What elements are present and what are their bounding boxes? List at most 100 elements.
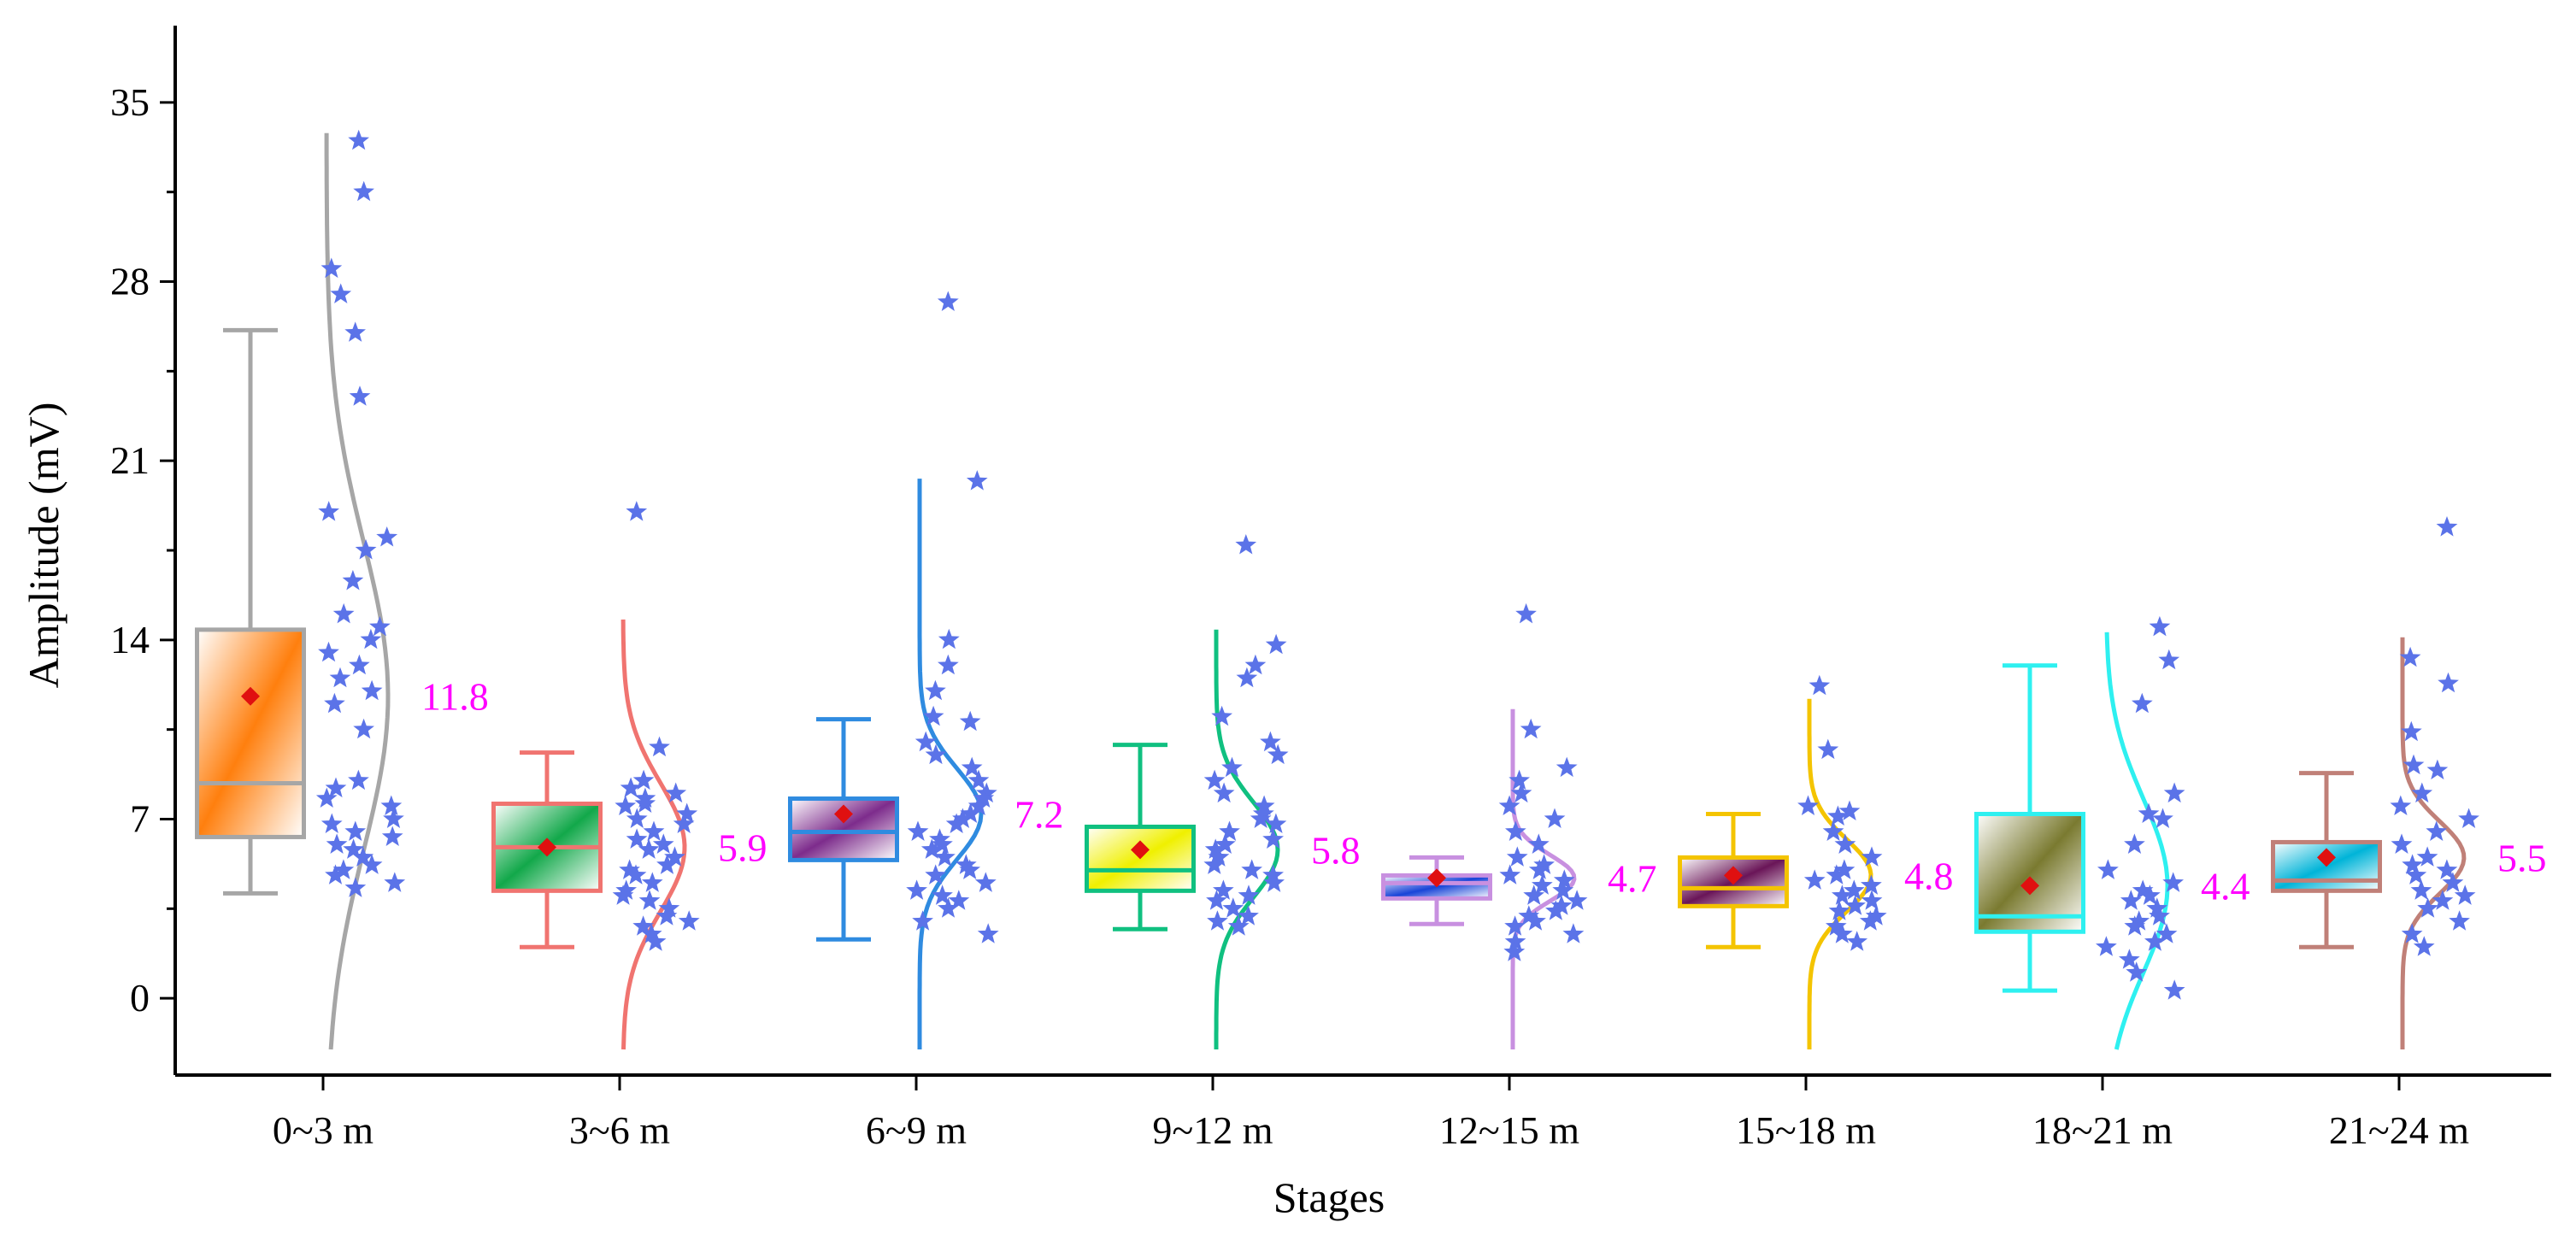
data-point	[1844, 895, 1866, 915]
data-point	[2132, 692, 2153, 714]
data-point	[1817, 738, 1839, 760]
data-point	[2436, 516, 2458, 537]
data-point	[961, 756, 983, 778]
data-point	[2399, 646, 2421, 667]
data-point	[1562, 923, 1585, 943]
data-point	[2403, 754, 2425, 775]
data-point	[973, 787, 995, 808]
data-point	[360, 628, 382, 649]
series-group: 4.7	[1381, 602, 1657, 1049]
data-point	[1262, 864, 1284, 884]
data-point	[1221, 756, 1243, 778]
data-point	[634, 792, 656, 813]
data-point	[2097, 859, 2119, 879]
y-axis-title: Amplitude (mV)	[20, 403, 68, 689]
data-point	[625, 864, 647, 884]
data-point	[975, 782, 997, 803]
data-point	[1827, 805, 1849, 826]
data-point	[656, 854, 678, 874]
series-group: 7.2	[788, 291, 1064, 1049]
data-point	[318, 641, 339, 662]
data-point	[632, 915, 654, 936]
data-point	[912, 910, 933, 931]
data-point	[1262, 828, 1284, 849]
x-tick-label: 6~9 m	[866, 1108, 967, 1152]
data-point	[948, 890, 970, 910]
data-point	[1214, 833, 1236, 854]
data-point	[1208, 846, 1230, 867]
series-group: 5.5	[2271, 516, 2547, 1049]
mean-marker	[1427, 868, 1446, 888]
data-point	[658, 897, 680, 918]
data-point	[1544, 808, 1566, 828]
data-point	[626, 501, 648, 521]
data-point	[2458, 808, 2479, 828]
distribution-curve	[1510, 708, 1577, 1049]
data-point	[929, 828, 950, 849]
data-point	[2390, 795, 2412, 815]
data-point	[324, 692, 345, 714]
data-point	[1265, 633, 1287, 655]
data-point	[1527, 833, 1550, 854]
data-point	[673, 813, 695, 833]
data-point	[381, 826, 403, 846]
data-point	[318, 501, 339, 521]
y-tick-label: 21	[110, 438, 150, 482]
data-point	[2128, 910, 2150, 931]
data-point	[1252, 802, 1274, 823]
data-point	[1244, 654, 1267, 675]
data-point	[2413, 936, 2435, 956]
data-point	[1797, 795, 1819, 815]
axes: 0 7 14 21 28 35 0~3 m 3~6 m 6~9 m 9~12 m 12~15 m 15…	[110, 26, 2551, 1152]
data-point	[960, 802, 981, 823]
data-point	[2411, 782, 2433, 803]
data-point	[938, 897, 959, 918]
series-group: 4.4	[1974, 615, 2250, 1050]
distribution-curve	[2400, 637, 2467, 1049]
data-point	[2391, 833, 2413, 854]
data-point	[619, 859, 640, 879]
data-point	[1826, 864, 1848, 884]
data-point	[1238, 884, 1260, 905]
mean-value-label: 4.8	[1904, 854, 1954, 897]
data-point	[2152, 808, 2173, 828]
data-point	[1826, 915, 1847, 936]
data-point	[2158, 649, 2180, 670]
data-point	[615, 795, 637, 815]
data-point	[1525, 910, 1546, 931]
mean-value-label: 5.9	[718, 826, 768, 869]
data-point	[1265, 813, 1287, 833]
x-axis-title: Stages	[1273, 1173, 1385, 1221]
mean-value-label: 5.5	[2497, 836, 2547, 879]
data-point	[383, 808, 404, 828]
data-point	[325, 777, 347, 798]
data-point	[1828, 900, 1850, 920]
data-point	[1528, 859, 1550, 879]
data-point	[967, 769, 990, 790]
series-group: 5.8	[1085, 534, 1361, 1049]
data-point	[1235, 534, 1257, 555]
distribution-curve	[620, 619, 687, 1050]
data-point	[349, 654, 370, 675]
data-point	[640, 923, 662, 943]
data-point	[676, 802, 698, 823]
x-tick-label: 21~24 m	[2329, 1108, 2469, 1152]
data-point	[1859, 910, 1881, 931]
data-point	[1503, 941, 1526, 961]
data-point	[649, 736, 670, 757]
data-point	[1267, 743, 1289, 765]
data-point	[1241, 859, 1262, 879]
y-tick-label: 35	[110, 80, 150, 124]
series-group: 4.8	[1678, 674, 1954, 1049]
data-point	[1236, 667, 1258, 688]
data-point	[938, 654, 959, 675]
data-point	[2426, 759, 2449, 780]
data-point	[1520, 718, 1542, 739]
data-point	[656, 905, 678, 926]
data-point	[348, 769, 369, 790]
box	[195, 627, 306, 839]
data-point	[1523, 884, 1545, 905]
data-point	[2120, 890, 2142, 910]
data-point	[1204, 838, 1226, 859]
data-point	[1861, 846, 1883, 867]
